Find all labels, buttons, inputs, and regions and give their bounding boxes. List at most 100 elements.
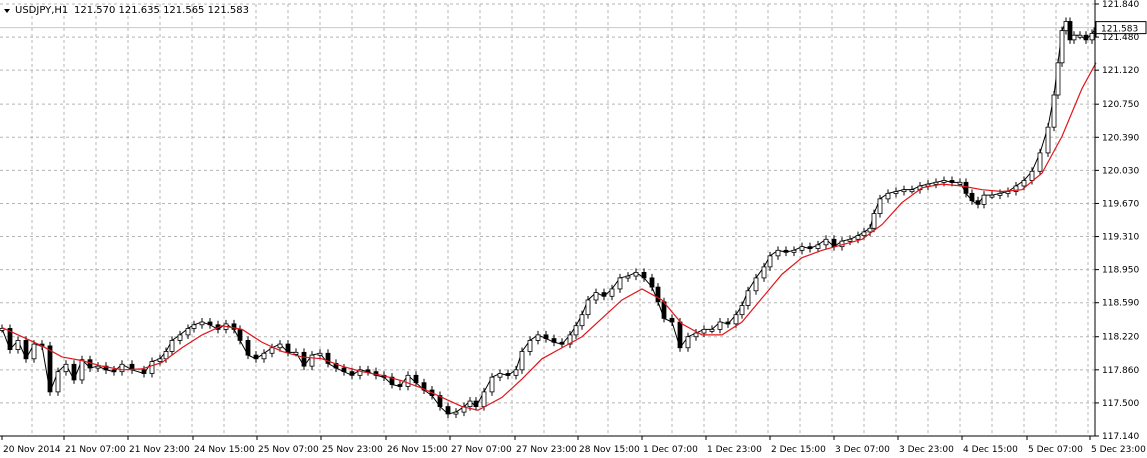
candle-body: [301, 351, 307, 367]
candle-body: [957, 181, 963, 185]
y-tick-label: 117.140: [1102, 432, 1139, 442]
candle-body: [799, 246, 805, 251]
x-tick-label: 1 Dec 23:00: [707, 445, 762, 455]
candle-body: [467, 400, 473, 407]
x-tick-label: 5 Dec 07:00: [1028, 445, 1083, 455]
y-tick-label: 120.390: [1102, 133, 1139, 143]
candle-body: [207, 321, 213, 326]
candle-body: [941, 180, 947, 183]
candle-body: [285, 343, 291, 353]
candle-body: [989, 194, 995, 198]
candle-body: [963, 181, 969, 194]
candle-body: [767, 255, 773, 268]
candle-body: [933, 181, 939, 185]
candle-body: [237, 328, 243, 341]
candle-body: [15, 340, 21, 350]
candle-body: [489, 376, 495, 393]
candle-body: [975, 200, 981, 205]
candle-body: [717, 321, 723, 330]
candle-body: [601, 292, 607, 297]
candle-body: [775, 249, 781, 257]
candle-body: [1055, 62, 1061, 96]
candle-body: [655, 286, 661, 303]
candle-body: [609, 288, 615, 297]
candle-body: [199, 321, 205, 326]
candle-body: [745, 290, 751, 306]
candle-body: [163, 351, 169, 360]
y-tick-label: 121.840: [1102, 0, 1139, 10]
candle-body: [1071, 34, 1077, 41]
candle-body: [617, 277, 623, 290]
x-tick-label: 27 Nov 07:00: [451, 445, 512, 455]
x-tick-label: 24 Nov 15:00: [194, 445, 255, 455]
x-tick-label: 25 Nov 23:00: [322, 445, 383, 455]
candle-body: [527, 340, 533, 352]
candle-body: [231, 323, 237, 330]
candle-body: [191, 324, 197, 329]
x-tick-label: 25 Nov 07:00: [258, 445, 319, 455]
candle-body: [877, 198, 883, 214]
x-tick-label: 27 Nov 23:00: [516, 445, 577, 455]
candle-body: [149, 361, 155, 374]
x-tick-label: 26 Nov 15:00: [387, 445, 448, 455]
candle-body: [925, 183, 931, 187]
candle-body: [677, 321, 683, 349]
candle-body: [389, 376, 395, 385]
candle-body: [245, 340, 251, 356]
candle-body: [505, 373, 511, 376]
candle-body: [253, 354, 259, 360]
candle-body: [437, 395, 443, 407]
candle-body: [513, 369, 519, 376]
candle-body: [421, 382, 427, 391]
candle-body: [185, 328, 191, 336]
price-series: [0, 17, 1099, 418]
candle-body: [1051, 94, 1057, 128]
candle-body: [293, 351, 299, 355]
y-tick-label: 117.860: [1102, 366, 1139, 376]
candle-body: [31, 343, 37, 360]
axis-labels: 121.840 121.480 121.120 120.750 120.390 120.0…: [3, 0, 1147, 455]
y-tick-label: 118.220: [1102, 333, 1139, 343]
candle-body: [997, 192, 1003, 196]
candle-body: [473, 400, 479, 407]
candle-body: [823, 238, 829, 246]
candle-body: [357, 369, 363, 376]
candle-body: [169, 340, 175, 352]
candle-body: [725, 321, 731, 325]
candle-body: [861, 231, 867, 237]
candle-body: [1037, 152, 1043, 172]
candle-body: [709, 328, 715, 332]
last-price-label: 121.583: [1101, 25, 1138, 35]
x-tick-label: 4 Dec 15:00: [963, 445, 1018, 455]
candle-body: [685, 336, 691, 349]
candle-body: [909, 189, 915, 193]
candle-body: [551, 338, 557, 343]
candle-body: [733, 314, 739, 325]
dropdown-triangle-icon[interactable]: [4, 9, 10, 13]
candle-body: [739, 305, 745, 316]
candle-body: [807, 246, 813, 250]
candle-body: [397, 384, 403, 387]
candle-body: [885, 192, 891, 200]
candle-body: [453, 411, 459, 415]
candle-body: [559, 341, 565, 345]
candle-body: [847, 238, 853, 242]
x-tick-label: 20 Nov 2014: [3, 445, 61, 455]
candle-body: [341, 367, 347, 373]
candle-body: [1063, 21, 1069, 32]
candle-body: [261, 352, 267, 360]
y-tick-label: 118.590: [1102, 299, 1139, 309]
candle-body: [141, 369, 147, 374]
x-tick-label: 5 Dec 23:00: [1091, 445, 1146, 455]
x-tick-label: 3 Dec 23:00: [899, 445, 954, 455]
candle-body: [949, 180, 955, 183]
symbol-label: USDJPY,H1: [15, 5, 68, 16]
candle-body: [47, 345, 53, 393]
candle-body: [481, 391, 487, 407]
moving-average-series: [1, 62, 1097, 411]
candle-body: [405, 374, 411, 387]
candle-body: [969, 192, 975, 202]
candle-body: [693, 332, 699, 338]
